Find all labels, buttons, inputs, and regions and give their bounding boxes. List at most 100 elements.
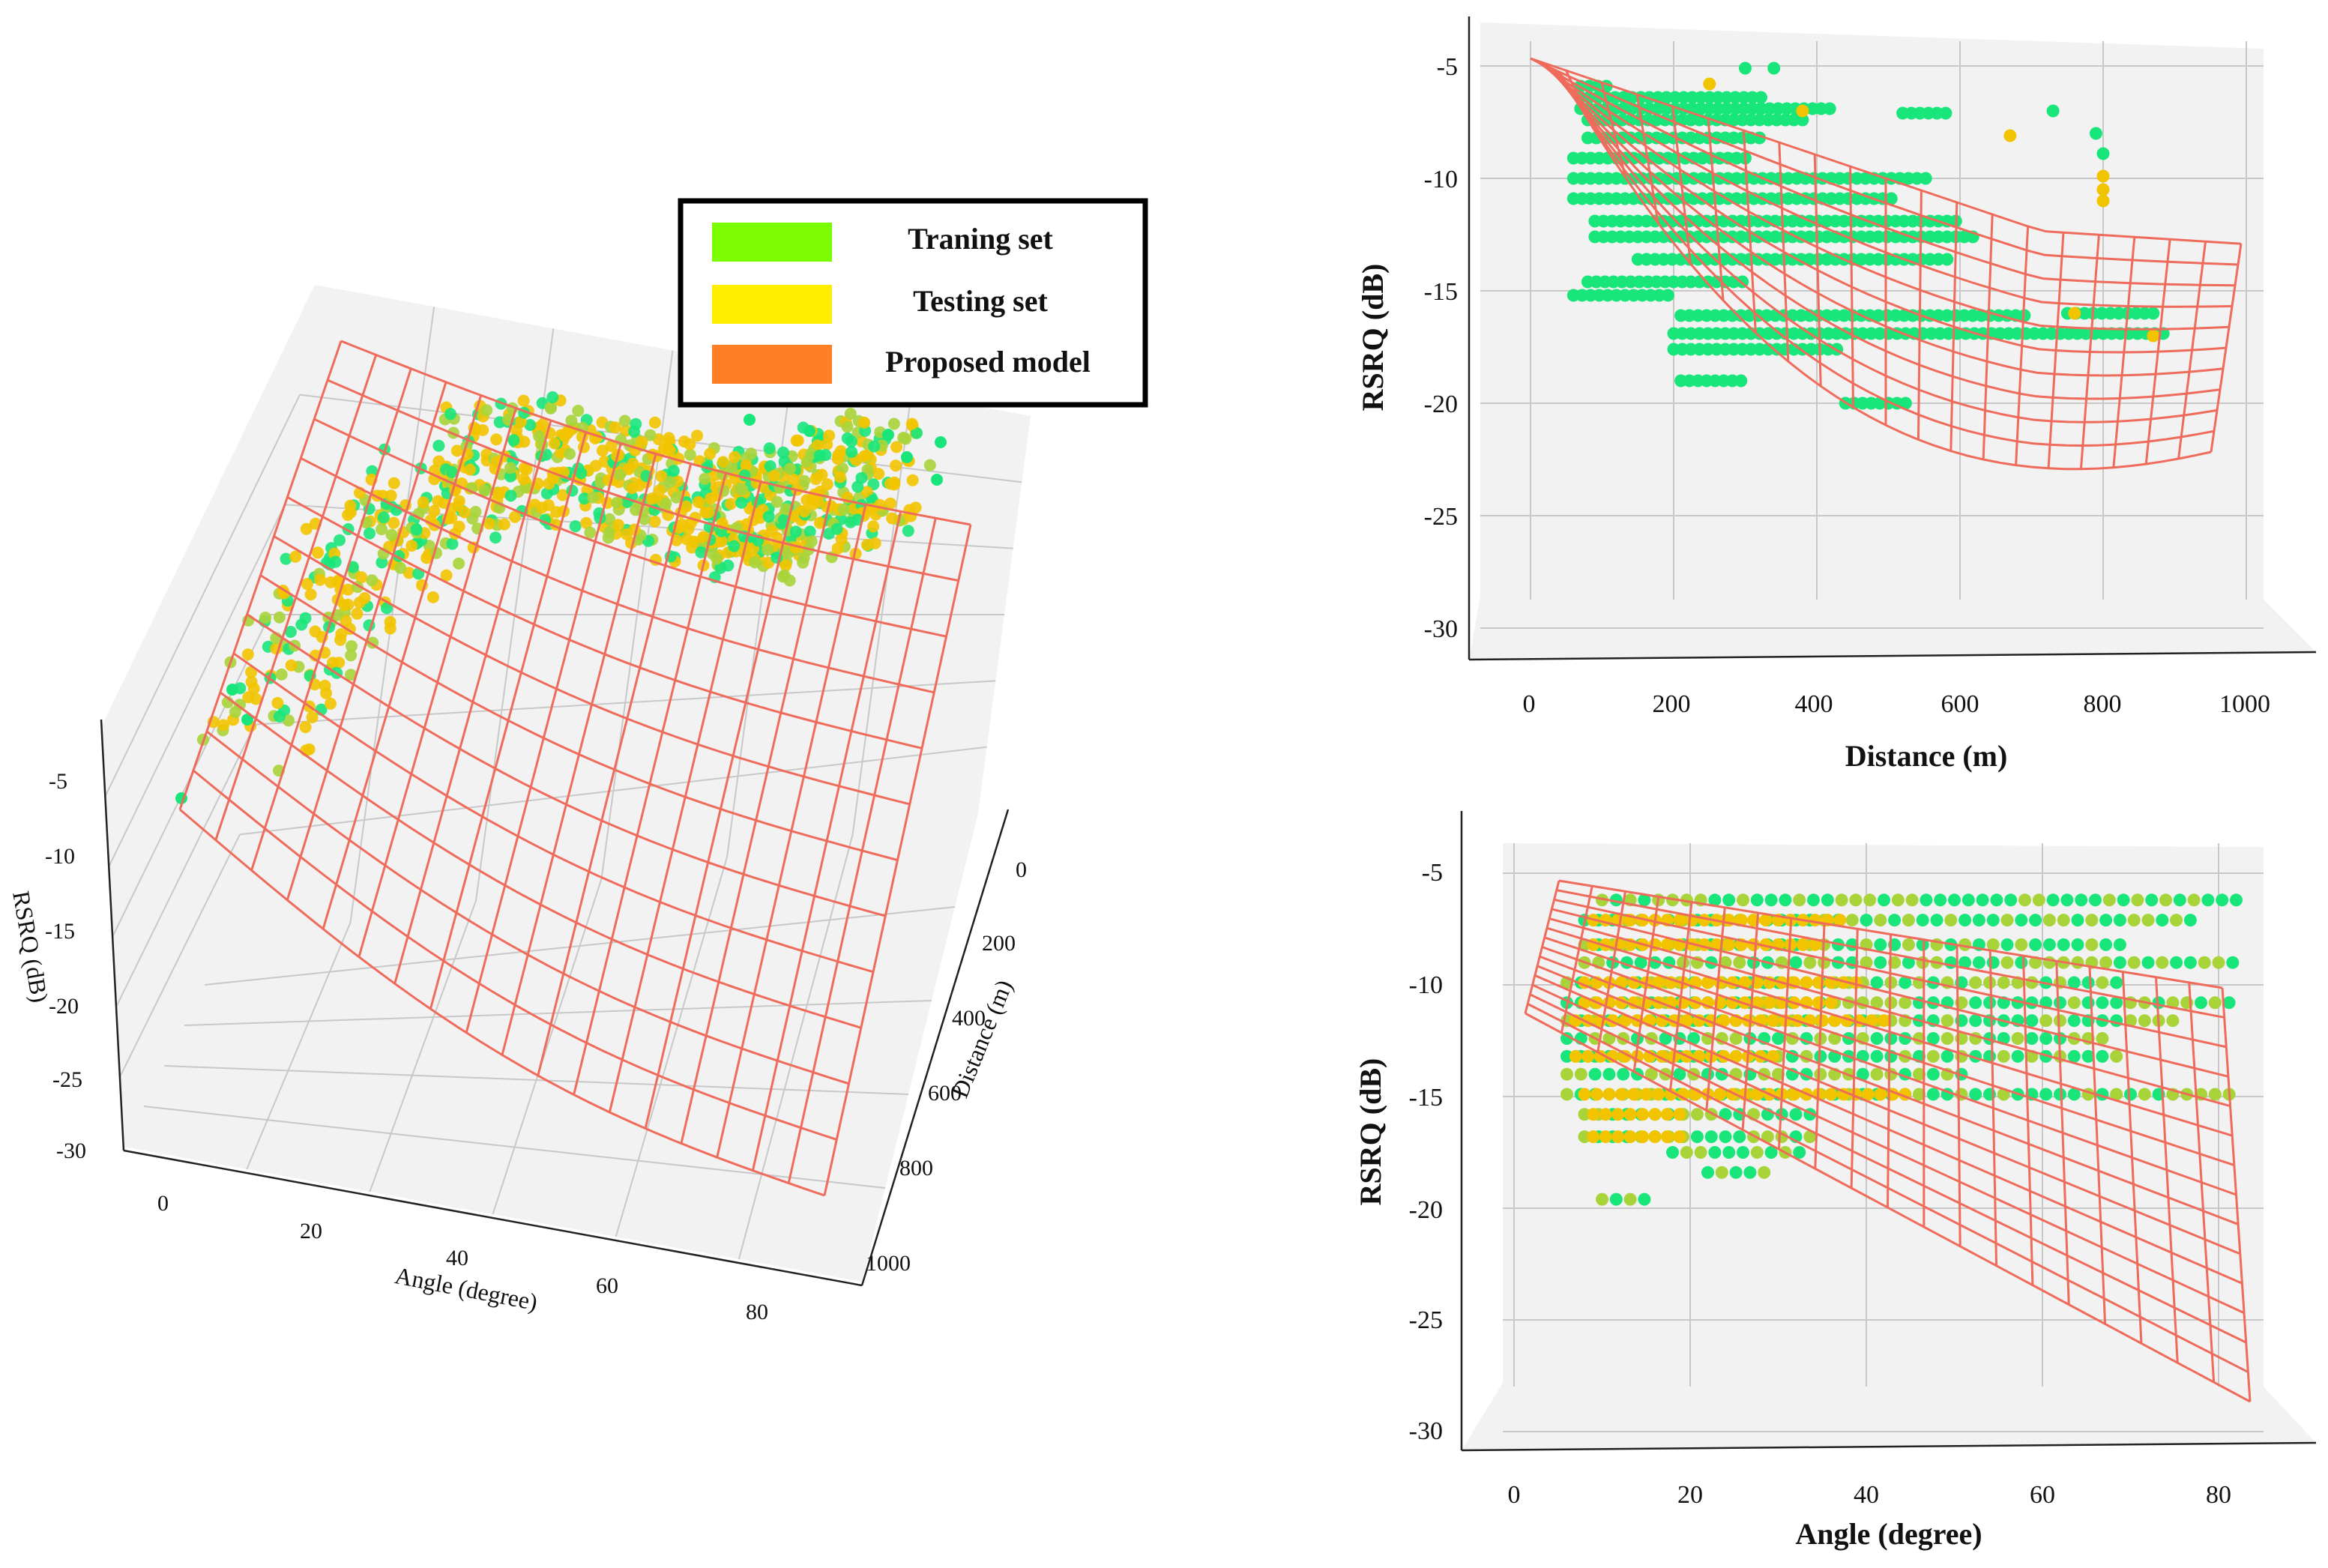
data-point [2089, 893, 2102, 907]
data-point [2131, 893, 2144, 907]
data-point [366, 574, 379, 587]
data-point [2187, 893, 2201, 907]
data-point [555, 447, 567, 459]
data-point [831, 542, 844, 555]
mesh-line [1559, 73, 2212, 471]
data-point [1884, 192, 1898, 205]
data-point [2085, 914, 2099, 927]
data-point [636, 435, 648, 448]
data-point [351, 607, 364, 620]
data-point [517, 473, 530, 486]
surface-mesh-3d [178, 340, 972, 1197]
mesh-line [1533, 58, 2239, 266]
data-point [340, 615, 352, 627]
data-point [1690, 1130, 1704, 1144]
data-point [1926, 1032, 1940, 1045]
mesh-line [1542, 63, 2230, 331]
data-point [498, 518, 510, 531]
data-point [1755, 91, 1767, 104]
mesh-line [1527, 1003, 2249, 1373]
data-point [299, 721, 312, 734]
data-point [699, 472, 711, 485]
data-point [275, 668, 288, 681]
data-point [2015, 914, 2028, 927]
data-point [1660, 938, 1674, 951]
data-point [1673, 914, 1686, 927]
data-point [1944, 914, 1958, 927]
data-point [691, 429, 704, 442]
tick-x-3d-0: 0 [157, 1191, 169, 1216]
data-point [644, 429, 657, 441]
tick-y-3d-1: 200 [982, 931, 1016, 956]
tick-x-3d-2: 40 [446, 1246, 468, 1270]
data-point [2096, 169, 2110, 183]
data-point [306, 711, 319, 723]
data-point [1634, 956, 1647, 969]
data-point [692, 495, 705, 508]
tick-x-ang-1: 20 [1677, 1481, 1703, 1509]
data-point [654, 484, 666, 497]
data-point [844, 408, 857, 420]
data-point [410, 523, 423, 536]
data-point [1733, 1130, 1746, 1144]
data-point [2042, 956, 2056, 969]
mesh3d-line [313, 417, 947, 638]
mesh-line [1530, 57, 2242, 245]
data-point [1677, 956, 1690, 969]
data-point [1715, 1032, 1728, 1045]
data-point [811, 439, 824, 452]
data-point [1652, 976, 1665, 989]
data-point [837, 503, 850, 516]
pane-left-3d [101, 285, 315, 1147]
data-point [1701, 1166, 1714, 1179]
data-point [2039, 1088, 2053, 1101]
data-point [1717, 1014, 1731, 1028]
data-point [242, 691, 255, 704]
data-point [1824, 1088, 1838, 1101]
data-point [890, 459, 902, 472]
data-point [1648, 1130, 1662, 1144]
data-point [1611, 1108, 1625, 1121]
tick-y-3d-4: 800 [899, 1156, 933, 1180]
data-point [355, 571, 368, 584]
chart-angle-view: -5 -10 -15 -20 -25 -30 0 20 40 60 80 Ang… [1354, 811, 2317, 1551]
data-point [1574, 1067, 1587, 1081]
data-point [2099, 938, 2113, 951]
data-point [1958, 956, 1972, 969]
mesh-line [1556, 71, 2215, 447]
mesh-line [1534, 974, 2243, 1285]
data-point [1560, 1032, 1573, 1045]
data-point [1878, 893, 1890, 907]
data-point [1599, 1130, 1612, 1144]
data-point [2029, 956, 2042, 969]
data-point [2124, 1014, 2137, 1028]
data-point [259, 612, 272, 624]
data-point [1779, 893, 1792, 907]
data-point [830, 522, 843, 535]
data-point [1648, 1108, 1662, 1121]
data-point [1789, 1108, 1803, 1121]
data-point [1815, 1014, 1829, 1028]
tick-x-3d-4: 80 [746, 1300, 768, 1324]
data-point [1596, 893, 1608, 907]
mesh3d-line [205, 730, 849, 1085]
data-point [711, 552, 723, 565]
data-point [675, 518, 688, 531]
data-point [779, 559, 792, 572]
data-point [1860, 914, 1873, 927]
data-point [667, 465, 680, 477]
data-point [1710, 938, 1723, 951]
data-point [598, 455, 611, 468]
data-point [1997, 1032, 2010, 1045]
data-point [1578, 1108, 1591, 1121]
data-point [1661, 289, 1674, 302]
data-point [744, 414, 756, 426]
data-point [295, 618, 308, 631]
grid-line [119, 833, 241, 1078]
data-point [335, 628, 348, 640]
data-point [1623, 1108, 1637, 1121]
data-point [2071, 914, 2084, 927]
mesh-line [1537, 965, 2241, 1255]
data-point [1761, 1130, 1774, 1144]
mesh3d-line [179, 808, 825, 1197]
